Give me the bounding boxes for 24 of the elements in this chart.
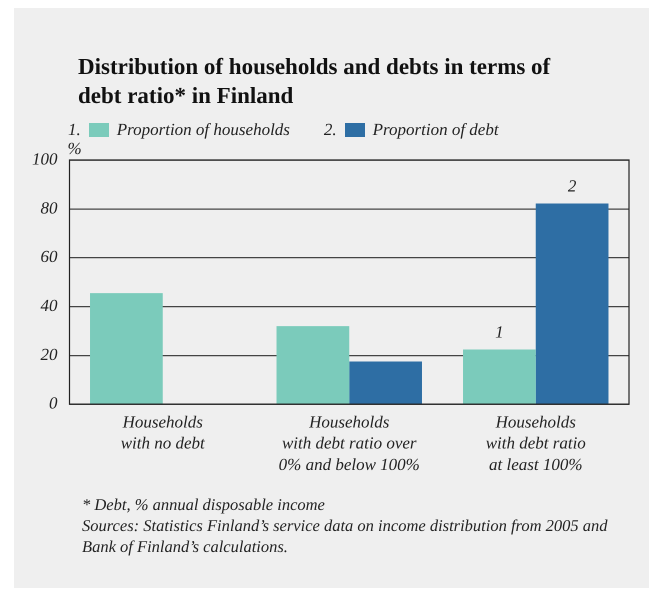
y-tick-label: 40 bbox=[40, 296, 58, 316]
bar bbox=[349, 362, 422, 404]
y-tick-label: 0 bbox=[49, 394, 58, 413]
y-tick-label: 80 bbox=[40, 198, 58, 218]
annotation: 2 bbox=[568, 176, 577, 196]
source-note: Sources: Statistics Finland’s service data on income distribution from 2005 and Bank of Finland’s calculations. bbox=[82, 515, 609, 557]
y-tick-label: 100 bbox=[32, 149, 58, 168]
text: * Debt, % annual disposable income bbox=[82, 494, 326, 515]
annotation: 1 bbox=[495, 322, 504, 342]
x-tick-label: Households with debt ratio at least 100% bbox=[486, 412, 586, 474]
bar bbox=[463, 350, 536, 404]
bar bbox=[90, 293, 163, 404]
y-tick-label: 20 bbox=[40, 344, 58, 364]
x-tick-label: Households with debt ratio over 0% and below 100% bbox=[278, 412, 420, 474]
x-tick-label: Households with no debt bbox=[120, 412, 206, 453]
legend-label: Proportion of debt bbox=[372, 120, 499, 140]
bar bbox=[276, 326, 350, 404]
chart-title: Distribution of households and debts in terms of debt ratio* in Finland bbox=[78, 53, 552, 110]
legend-label: Proportion of households bbox=[116, 120, 290, 140]
bar bbox=[536, 203, 608, 404]
text: 2. bbox=[324, 120, 337, 140]
text: 1. bbox=[68, 120, 81, 140]
y-tick-label: 60 bbox=[40, 247, 58, 266]
y-axis-title: % bbox=[68, 138, 82, 158]
